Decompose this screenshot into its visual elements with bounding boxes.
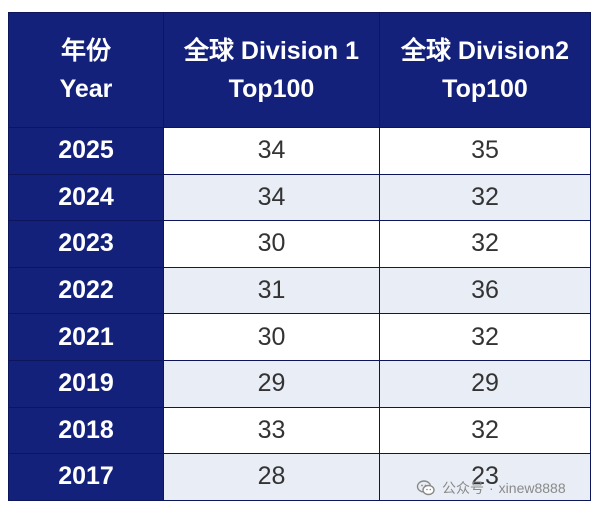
header-division2: 全球 Division2 Top100 [379,12,591,128]
division1-cell: 33 [163,406,380,455]
watermark-separator: · [489,480,494,496]
header-division1-sub: Top100 [228,75,315,103]
year-cell: 2023 [8,220,164,268]
division1-cell: 31 [163,266,380,315]
watermark-platform: 公众号 [442,480,484,496]
watermark: 公众号 · xinew8888 [416,474,566,502]
wechat-icon [416,480,435,496]
year-cell: 2021 [8,313,164,361]
division2-cell: 32 [379,220,591,268]
table-row: 2022 31 36 [8,266,591,315]
division2-cell: 32 [379,406,591,455]
table-row: 2019 29 29 [8,359,591,408]
division1-cell: 34 [163,127,380,175]
ranking-table-container: 年份 Year 全球 Division 1 Top100 全球 Division… [8,12,591,501]
division2-cell: 29 [379,359,591,408]
table-row: 2025 34 35 [8,127,591,175]
year-cell: 2018 [8,406,164,455]
division2-cell: 32 [379,173,591,222]
header-division1: 全球 Division 1 Top100 [163,12,380,128]
watermark-account: xinew8888 [498,480,566,496]
table-row: 2024 34 32 [8,173,591,222]
division2-cell: 36 [379,266,591,315]
year-cell: 2019 [8,359,164,408]
header-division2-title: 全球 Division2 [400,37,570,65]
division1-cell: 30 [163,220,380,268]
header-row: 年份 Year 全球 Division 1 Top100 全球 Division… [8,12,591,128]
division1-cell: 30 [163,313,380,361]
division2-cell: 35 [379,127,591,175]
division1-cell: 29 [163,359,380,408]
division1-cell: 34 [163,173,380,222]
table-row: 2023 30 32 [8,220,591,268]
year-cell: 2017 [8,453,164,501]
year-cell: 2025 [8,127,164,175]
year-cell: 2022 [8,266,164,315]
header-division2-sub: Top100 [442,75,528,103]
year-cell: 2024 [8,173,164,222]
division2-cell: 23 [379,453,591,501]
table-row: 2021 30 32 [8,313,591,361]
division1-cell: 28 [163,453,380,501]
header-year-cn: 年份 [60,37,111,65]
table-row: 2017 28 23 [8,453,591,501]
ranking-table: 年份 Year 全球 Division 1 Top100 全球 Division… [8,12,591,501]
table-row: 2018 33 32 [8,406,591,455]
header-year-en: Year [59,75,113,103]
header-year: 年份 Year [8,12,164,128]
header-division1-title: 全球 Division 1 [183,37,360,65]
division2-cell: 32 [379,313,591,361]
